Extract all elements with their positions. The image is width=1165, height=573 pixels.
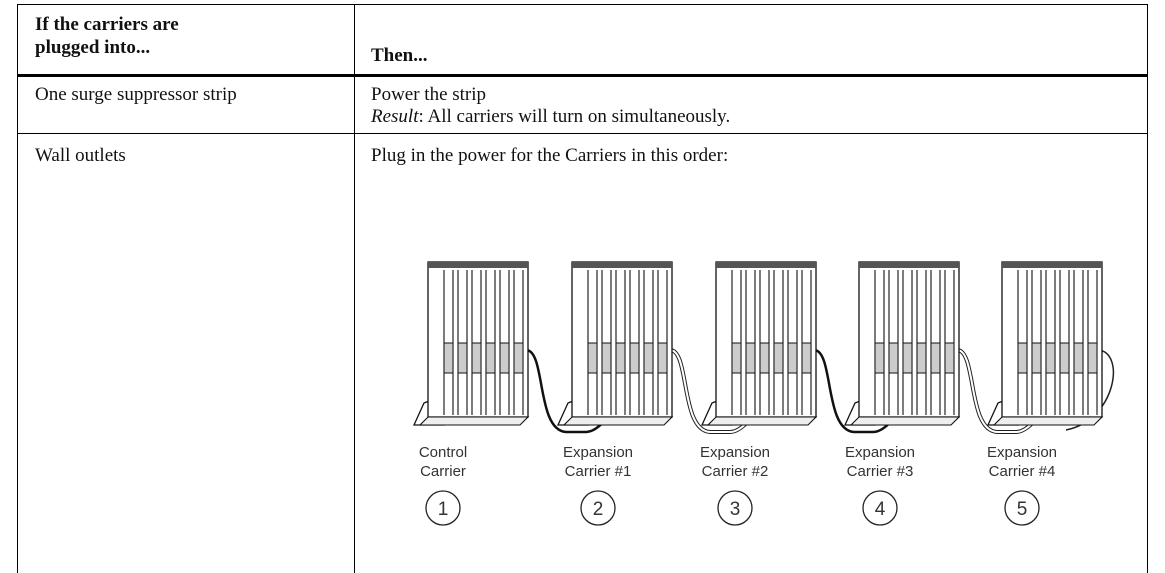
- order-circle: [425, 490, 461, 526]
- carrier-base: [562, 416, 674, 426]
- carrier-back: [571, 261, 673, 418]
- connector: [916, 342, 927, 374]
- connector: [787, 342, 798, 374]
- carrier: [700, 261, 818, 426]
- action: Power the strip: [371, 84, 487, 105]
- carrier-base: [849, 416, 961, 426]
- order-circle: [1004, 490, 1040, 526]
- carrier-label: Carrier #2: [702, 463, 769, 480]
- order-circle: [580, 490, 616, 526]
- table-border: [17, 4, 1148, 5]
- order-number: 5: [1017, 499, 1028, 520]
- carrier-label: Expansion: [845, 444, 915, 461]
- header-cell: Then...: [371, 45, 428, 66]
- order-number: 4: [875, 499, 886, 520]
- carrier: [843, 261, 961, 426]
- result-label: Result: [371, 106, 419, 127]
- connector: [1087, 342, 1098, 374]
- connector: [457, 342, 468, 374]
- carrier: [556, 261, 674, 426]
- carrier-label: Carrier: [420, 463, 466, 480]
- carrier-label: Expansion: [700, 444, 770, 461]
- condition: Wall outlets: [35, 145, 126, 166]
- carrier-back: [715, 261, 817, 418]
- connector: [601, 342, 612, 374]
- result-text: : All carriers will turn on simultaneous…: [418, 106, 731, 127]
- carrier-label: Carrier #1: [565, 463, 632, 480]
- connector: [499, 342, 510, 374]
- carrier-label: Control: [419, 444, 467, 461]
- carrier: [412, 261, 530, 426]
- carrier-label: Carrier #4: [989, 463, 1056, 480]
- connector: [801, 342, 812, 374]
- carrier-base: [706, 416, 818, 426]
- table-border: [17, 4, 18, 573]
- header-cell: plugged into...: [35, 37, 151, 58]
- connector: [773, 342, 784, 374]
- connector: [745, 342, 756, 374]
- order-number: 1: [438, 499, 449, 520]
- connector: [643, 342, 654, 374]
- connector: [1031, 342, 1042, 374]
- carrier-label: Expansion: [987, 444, 1057, 461]
- connector: [513, 342, 524, 374]
- table-border: [1147, 4, 1148, 573]
- connector: [902, 342, 913, 374]
- connector: [930, 342, 941, 374]
- carrier-top: [1002, 262, 1102, 268]
- carrier-back: [1001, 261, 1103, 418]
- connector: [1017, 342, 1028, 374]
- row-rule: [17, 133, 1148, 134]
- order-number: 2: [593, 499, 604, 520]
- connector: [657, 342, 668, 374]
- connector: [1073, 342, 1084, 374]
- carrier-top: [859, 262, 959, 268]
- connector: [615, 342, 626, 374]
- carrier-back: [858, 261, 960, 418]
- carrier-back: [427, 261, 529, 418]
- action: Plug in the power for the Carriers in th…: [371, 145, 729, 166]
- carrier-label: Expansion: [563, 444, 633, 461]
- connector: [874, 342, 885, 374]
- order-circle: [717, 490, 753, 526]
- connector: [888, 342, 899, 374]
- connector: [731, 342, 742, 374]
- carrier-top: [428, 262, 528, 268]
- carrier-top: [716, 262, 816, 268]
- connector: [759, 342, 770, 374]
- connector: [1045, 342, 1056, 374]
- header-rule: [17, 74, 1148, 77]
- order-number: 3: [730, 499, 741, 520]
- carrier: [986, 261, 1104, 426]
- column-rule: [354, 4, 355, 573]
- carrier-base: [992, 416, 1104, 426]
- condition: One surge suppressor strip: [35, 84, 237, 105]
- carrier-label: Carrier #3: [847, 463, 914, 480]
- connector: [471, 342, 482, 374]
- carrier-base: [418, 416, 530, 426]
- result: Result: All carriers will turn on simult…: [371, 106, 730, 128]
- connector: [443, 342, 454, 374]
- header-cell: If the carriers are: [35, 14, 179, 35]
- connector: [587, 342, 598, 374]
- connector: [1059, 342, 1070, 374]
- connector: [485, 342, 496, 374]
- carrier-top: [572, 262, 672, 268]
- order-circle: [862, 490, 898, 526]
- connector: [944, 342, 955, 374]
- connector: [629, 342, 640, 374]
